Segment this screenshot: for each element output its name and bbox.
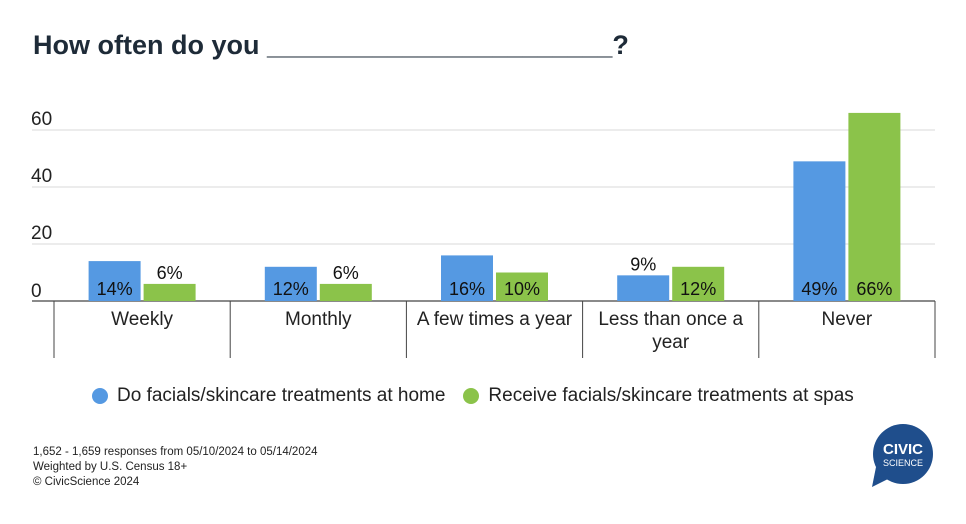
bar [264, 266, 317, 301]
footer-responses: 1,652 - 1,659 responses from 05/10/2024 … [33, 446, 318, 458]
footer-weighting: Weighted by U.S. Census 18+ [33, 461, 188, 473]
y-tick-label: 20 [31, 223, 52, 244]
legend-label-home: Do facials/skincare treatments at home [117, 385, 446, 406]
y-tick-label: 60 [31, 109, 52, 130]
bar [848, 112, 901, 302]
legend-swatch-spa [463, 388, 480, 404]
bar-value-label: 6% [333, 263, 359, 283]
bar-value-label: 14% [97, 279, 133, 299]
logo-text-civic: CIVIC [883, 441, 923, 458]
legend-item-spa[interactable]: Receive facials/skincare treatments at s… [463, 385, 854, 407]
x-category-label: year [652, 332, 690, 353]
logo-speech-tail [872, 467, 890, 487]
bar [672, 266, 725, 301]
bar [441, 255, 493, 301]
legend-label-spa: Receive facials/skincare treatments at s… [488, 385, 854, 406]
bar-value-label: 49% [801, 279, 837, 299]
chart-title: How often do you _______________________… [33, 30, 629, 60]
logo-circle [873, 424, 933, 484]
bar [319, 283, 372, 301]
y-tick-label: 40 [31, 166, 52, 187]
bar-value-label: 16% [449, 279, 485, 299]
legend: Do facials/skincare treatments at home R… [92, 385, 854, 407]
bar-value-label: 12% [273, 279, 309, 299]
civicscience-logo: CIVIC SCIENCE [872, 424, 933, 487]
bar-value-label: 12% [680, 279, 716, 299]
bar-value-label: 66% [856, 279, 892, 299]
bar [617, 275, 670, 301]
footer-notes: 1,652 - 1,659 responses from 05/10/2024 … [33, 445, 318, 490]
x-category-label: Monthly [285, 309, 352, 330]
logo-text-science: SCIENCE [883, 458, 923, 468]
y-tick-label: 0 [31, 281, 42, 302]
x-category-label: Weekly [111, 309, 173, 330]
bar-value-label: 6% [157, 263, 183, 283]
bar [143, 283, 196, 301]
legend-swatch-home [92, 388, 108, 404]
bar-value-label: 10% [504, 279, 540, 299]
legend-item-home[interactable]: Do facials/skincare treatments at home [92, 385, 445, 407]
x-category-label: A few times a year [417, 309, 573, 330]
footer-copyright: © CivicScience 2024 [33, 476, 140, 488]
bar [496, 272, 548, 301]
bar [793, 161, 846, 301]
x-category-label: Less than once a [598, 309, 743, 330]
bar [88, 261, 141, 301]
bar-value-label: 9% [630, 254, 656, 274]
x-category-label: Never [822, 309, 873, 330]
